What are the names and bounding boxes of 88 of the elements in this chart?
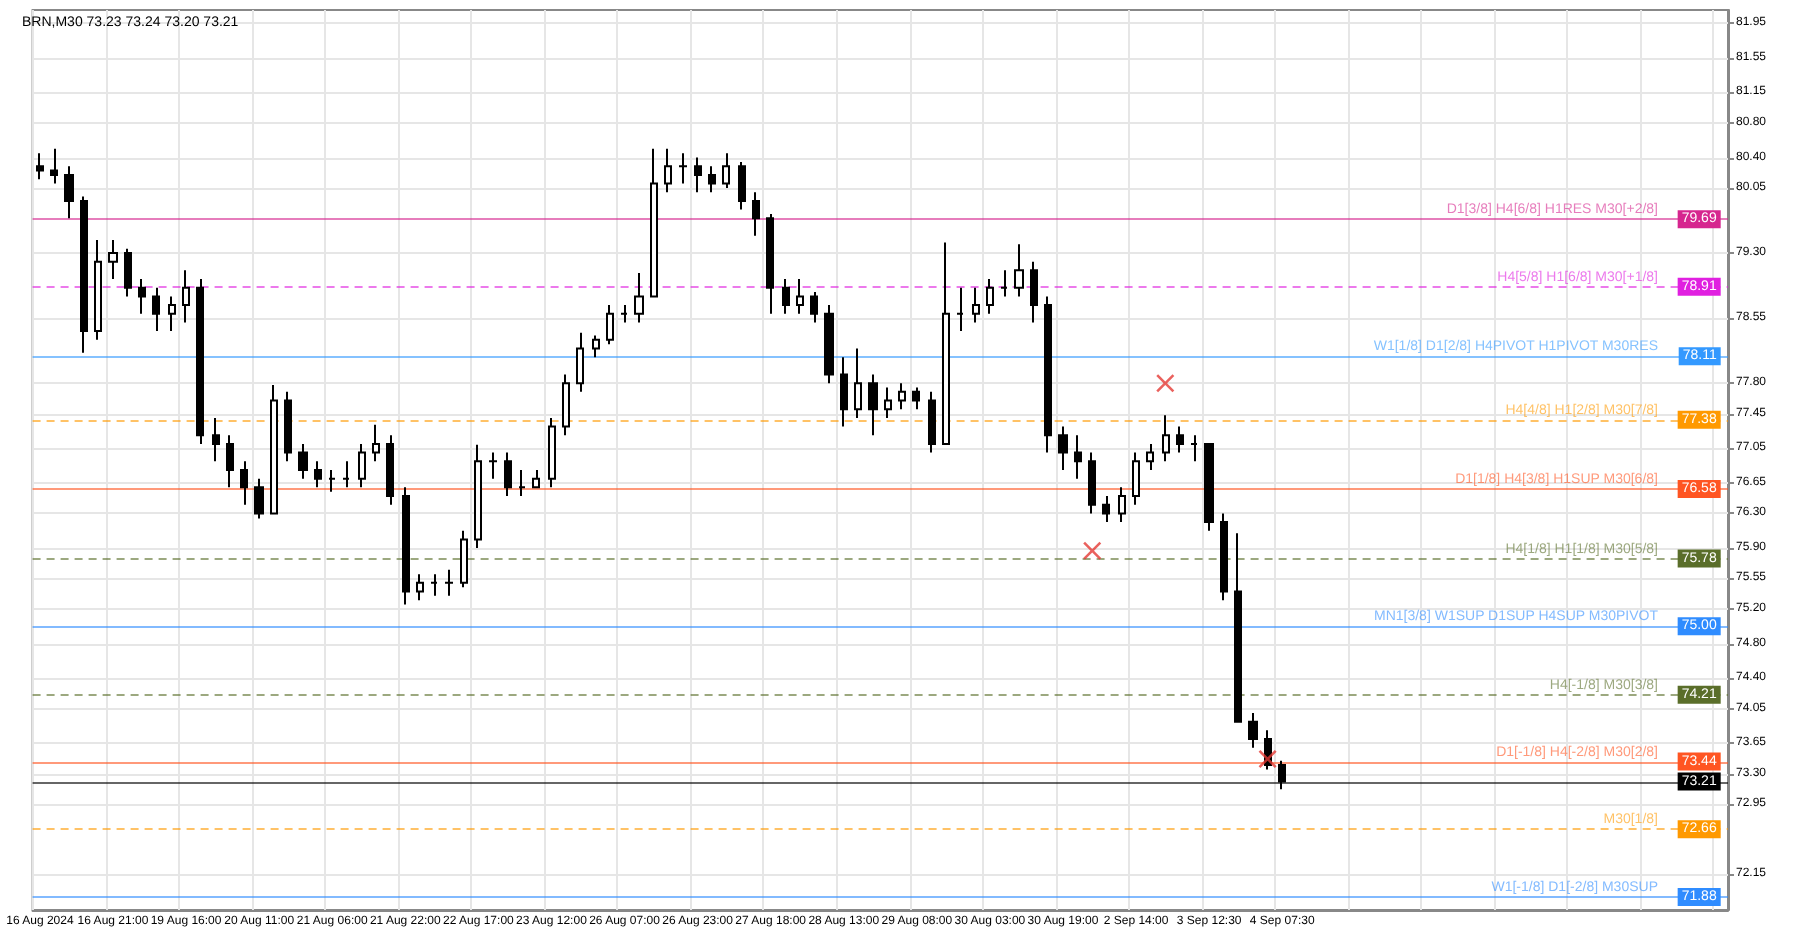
candlestick bbox=[518, 468, 526, 498]
candlestick bbox=[430, 573, 438, 597]
candlestick bbox=[488, 451, 498, 480]
candlestick bbox=[840, 356, 848, 428]
candlestick bbox=[810, 291, 818, 324]
candlestick bbox=[1204, 442, 1214, 532]
candlestick bbox=[328, 468, 336, 493]
candlestick bbox=[444, 568, 454, 597]
candlestick bbox=[722, 152, 730, 189]
candlestick bbox=[416, 573, 424, 602]
candlestick bbox=[912, 386, 920, 411]
candlestick bbox=[782, 278, 790, 315]
candlestick bbox=[298, 442, 308, 480]
candlestick bbox=[824, 304, 834, 385]
candlestick bbox=[548, 416, 556, 489]
candlestick bbox=[986, 278, 994, 315]
candlestick bbox=[708, 165, 716, 194]
candlestick bbox=[108, 238, 118, 281]
candlestick bbox=[620, 304, 628, 324]
candlestick bbox=[868, 373, 878, 437]
candlestick bbox=[942, 241, 950, 445]
candlestick bbox=[212, 416, 220, 463]
candlestick bbox=[1058, 425, 1068, 471]
candlestick bbox=[854, 347, 862, 419]
candlestick bbox=[254, 477, 264, 520]
candlestick bbox=[796, 278, 804, 315]
candlestick bbox=[1118, 486, 1126, 524]
point bbox=[1156, 374, 1175, 393]
candlestick bbox=[342, 460, 350, 489]
candlestick bbox=[972, 286, 980, 324]
candlestick bbox=[504, 451, 512, 498]
candlestick bbox=[196, 278, 204, 445]
candlestick bbox=[1088, 451, 1096, 515]
candlestick bbox=[956, 286, 964, 333]
candlestick bbox=[284, 390, 292, 463]
candlestick bbox=[1162, 414, 1170, 463]
candlestick bbox=[50, 147, 58, 185]
candlestick bbox=[1146, 442, 1154, 471]
candlestick bbox=[576, 331, 584, 393]
candlestick bbox=[240, 460, 248, 506]
candlestick bbox=[1102, 495, 1110, 524]
candlestick bbox=[124, 247, 132, 298]
candlestick bbox=[402, 486, 410, 606]
candlestick bbox=[650, 147, 658, 298]
candlestick bbox=[314, 460, 322, 489]
point bbox=[1083, 541, 1102, 560]
candlestick bbox=[592, 334, 600, 359]
point bbox=[1258, 749, 1277, 768]
candlestick bbox=[884, 386, 892, 419]
candlestick bbox=[64, 165, 74, 220]
candlestick bbox=[898, 382, 906, 411]
candlestick bbox=[1190, 434, 1198, 463]
candlestick bbox=[928, 390, 936, 454]
candlestick bbox=[80, 195, 88, 354]
candlestick bbox=[226, 434, 234, 489]
candlestick bbox=[634, 271, 644, 324]
candlestick bbox=[1176, 425, 1184, 454]
candlestick bbox=[358, 442, 366, 489]
candlestick bbox=[138, 278, 146, 315]
candlestick bbox=[1044, 295, 1052, 454]
candlestick bbox=[1132, 451, 1140, 506]
candlestick bbox=[664, 147, 672, 194]
candlestick bbox=[1278, 759, 1286, 791]
candlestick bbox=[152, 286, 160, 333]
candlestick bbox=[694, 156, 702, 194]
candlestick bbox=[1000, 269, 1008, 298]
candlestick bbox=[270, 383, 278, 515]
candlestick bbox=[1234, 532, 1242, 723]
candlestick bbox=[766, 212, 774, 315]
candlestick bbox=[752, 191, 760, 237]
candlestick bbox=[460, 529, 468, 589]
candlestick bbox=[36, 152, 44, 181]
candlestick bbox=[94, 238, 102, 341]
candlestick bbox=[562, 373, 570, 437]
candlestick bbox=[386, 434, 394, 506]
candlestick bbox=[1220, 512, 1228, 602]
candlestick bbox=[1030, 260, 1038, 324]
candlestick bbox=[474, 443, 482, 550]
candlestick bbox=[678, 152, 688, 185]
candlestick bbox=[532, 468, 540, 489]
candlestick bbox=[738, 160, 746, 211]
candlestick bbox=[168, 295, 176, 333]
candlestick bbox=[1248, 711, 1258, 749]
candlestick bbox=[606, 304, 614, 346]
candlestick bbox=[1014, 243, 1024, 298]
candlestick bbox=[372, 423, 380, 463]
candlestick bbox=[1074, 434, 1082, 480]
candlestick bbox=[182, 269, 190, 324]
